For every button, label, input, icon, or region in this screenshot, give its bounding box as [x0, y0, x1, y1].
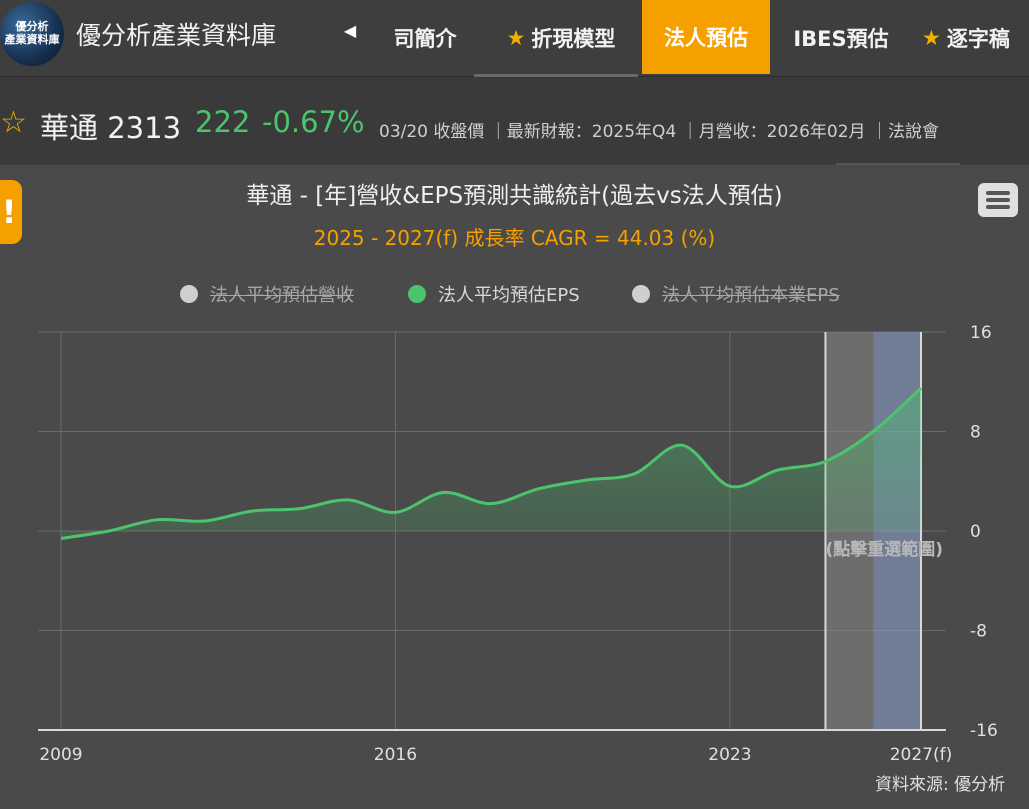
legend-label: 法人平均預估EPS: [438, 285, 580, 306]
eps-data-point[interactable]: [247, 506, 257, 516]
y-tick-label: -8: [970, 622, 987, 642]
chart-menu-button[interactable]: [978, 183, 1018, 217]
eps-data-point[interactable]: [868, 427, 878, 437]
reset-zoom-hint[interactable]: (點擊重選範圍): [825, 539, 943, 560]
y-tick-label: 16: [970, 323, 992, 343]
tab-analyst-forecast[interactable]: 法人預估: [642, 0, 770, 74]
tab-dcf-model[interactable]: ★ 折現模型: [488, 0, 634, 76]
hamburger-icon: [986, 191, 1010, 195]
eps-data-point[interactable]: [534, 484, 544, 494]
tab-underline: [474, 74, 638, 77]
lightbulb-icon[interactable]: !: [0, 180, 22, 244]
tab-label: 逐字稿: [946, 27, 1010, 51]
tab-label: 司簡介: [393, 27, 457, 51]
eps-data-point[interactable]: [916, 383, 926, 393]
eps-data-point[interactable]: [104, 526, 114, 536]
stock-info-bar: ☆ 華通 2313 222 -0.67% 03/20 收盤價 ｜最新財報：202…: [0, 77, 1029, 165]
chart-subtitle: 2025 - 2027(f) 成長率 CAGR = 44.03 (%): [313, 226, 716, 250]
hamburger-icon: [986, 205, 1010, 209]
x-tick-label: 2009: [39, 745, 82, 765]
eps-data-point[interactable]: [725, 481, 735, 491]
y-tick-label: 8: [970, 423, 981, 443]
tab-label: IBES預估: [793, 27, 889, 51]
tab-company-profile[interactable]: 司簡介: [380, 0, 470, 76]
eps-data-point[interactable]: [677, 440, 687, 450]
stock-price: 222: [195, 105, 251, 139]
data-source: 資料來源: 優分析: [875, 775, 1006, 795]
legend-dot: [408, 285, 426, 303]
legend-dot: [632, 285, 650, 303]
nav-prev-arrow-icon[interactable]: ◀: [343, 20, 357, 40]
legend-item-eps[interactable]: 法人平均預估EPS: [408, 282, 580, 306]
y-tick-label: 0: [970, 522, 981, 542]
star-icon: ★: [922, 26, 941, 50]
eps-data-point[interactable]: [343, 495, 353, 505]
stock-change: -0.67%: [262, 105, 365, 139]
eps-data-point[interactable]: [820, 456, 830, 466]
legend-item-revenue[interactable]: 法人平均預估營收: [180, 282, 354, 306]
x-tick-label: 2023: [708, 745, 751, 765]
x-tick-label: 2016: [374, 745, 417, 765]
eps-data-point[interactable]: [773, 465, 783, 475]
eps-data-point[interactable]: [486, 499, 496, 509]
tab-ibes-forecast[interactable]: IBES預估: [778, 0, 904, 76]
logo-text: 優分析 產業資料庫: [4, 20, 60, 46]
eps-data-point[interactable]: [56, 533, 66, 543]
x-tick-label: 2027(f): [890, 745, 953, 765]
eps-line[interactable]: [60, 386, 923, 540]
eps-area: [61, 387, 921, 539]
eps-data-point[interactable]: [152, 515, 162, 525]
tab-label: 折現模型: [531, 27, 616, 51]
tab-label: 法人預估: [664, 26, 748, 50]
legend-label: 法人平均預估營收: [210, 285, 354, 306]
hamburger-icon: [986, 198, 1010, 202]
y-tick-label: -16: [970, 721, 998, 741]
logo[interactable]: 優分析 產業資料庫: [0, 2, 64, 66]
tab-transcript[interactable]: ★ 逐字稿: [922, 0, 1029, 76]
chart-title: 華通 - [年]營收&EPS預測共識統計(過去vs法人預估): [246, 183, 783, 209]
eps-data-point[interactable]: [582, 475, 592, 485]
stock-name-code: 華通 2313: [40, 111, 182, 145]
star-icon: ★: [506, 26, 526, 50]
stock-meta: 03/20 收盤價 ｜最新財報：2025年Q4 ｜月營收：2026年02月 ｜法…: [379, 122, 939, 142]
brand-name[interactable]: 優分析產業資料庫: [76, 21, 277, 50]
eps-data-point[interactable]: [390, 507, 400, 517]
eps-data-point[interactable]: [199, 516, 209, 526]
infobar-divider: [836, 163, 960, 165]
eps-data-point[interactable]: [629, 469, 639, 479]
eps-data-point[interactable]: [295, 504, 305, 514]
top-navigation: 優分析 產業資料庫 優分析產業資料庫 ◀ 司簡介 ★ 折現模型 法人預估 IBE…: [0, 0, 1029, 77]
favorite-star-icon[interactable]: ☆: [0, 105, 27, 140]
eps-data-point[interactable]: [438, 487, 448, 497]
legend-dot: [180, 285, 198, 303]
legend-item-core-eps[interactable]: 法人平均預估本業EPS: [632, 282, 840, 306]
legend-label: 法人平均預估本業EPS: [662, 285, 840, 306]
